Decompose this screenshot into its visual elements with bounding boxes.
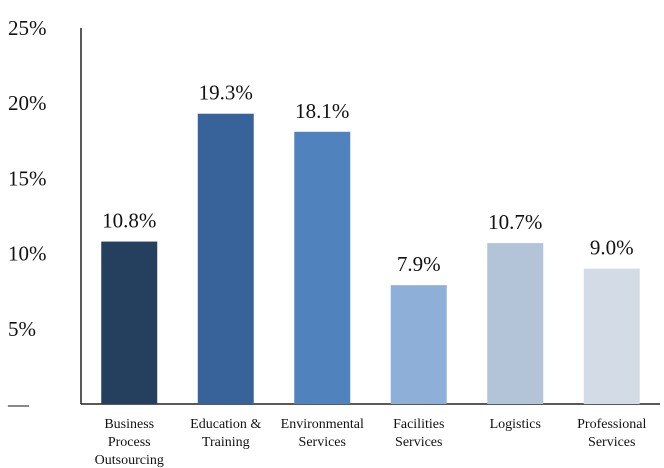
bars	[101, 113, 640, 404]
category-label-line: Process	[108, 435, 151, 450]
data-label: 7.9%	[397, 252, 441, 276]
category-label: Education & Training	[190, 417, 261, 450]
data-label: 19.3%	[199, 81, 253, 105]
y-tick-label: —	[7, 392, 30, 416]
y-tick-label: 20%	[8, 91, 47, 115]
bar	[487, 243, 544, 404]
category-label-line: Services	[395, 435, 442, 450]
category-label: Professional Services	[577, 417, 646, 450]
y-tick-labels: — 5% 10% 15% 20% 25%	[7, 16, 47, 416]
category-label-line: Education &	[190, 417, 261, 432]
category-label-line: Services	[588, 435, 635, 450]
category-labels: Business Process Outsourcing Education & Tra…	[95, 417, 647, 468]
category-label: Logistics	[490, 417, 541, 432]
category-label-line: Logistics	[490, 417, 541, 432]
category-label-line: Services	[299, 435, 346, 450]
category-label-line: Business	[104, 417, 154, 432]
data-label: 9.0%	[590, 236, 634, 260]
bar	[390, 285, 447, 404]
bar	[294, 131, 351, 404]
category-label-line: Professional	[577, 417, 646, 432]
data-label: 18.1%	[295, 99, 349, 123]
data-labels: 10.8% 19.3% 18.1% 7.9% 10.7% 9.0%	[102, 81, 634, 276]
data-label: 10.7%	[488, 210, 542, 234]
bar	[197, 113, 254, 404]
bar	[101, 241, 158, 404]
category-label-line: Training	[202, 435, 250, 450]
y-tick-label: 5%	[8, 317, 36, 341]
category-label-line: Environmental	[281, 417, 364, 432]
y-tick-label: 10%	[8, 242, 47, 266]
category-label: Facilities Services	[393, 417, 444, 450]
data-label: 10.8%	[102, 209, 156, 233]
y-tick-label: 15%	[8, 166, 47, 190]
category-label: Business Process Outsourcing	[95, 417, 164, 468]
category-label: Environmental Services	[281, 417, 364, 450]
bar	[583, 268, 640, 404]
category-label-line: Facilities	[393, 417, 444, 432]
category-label-line: Outsourcing	[95, 453, 164, 468]
y-tick-label: 25%	[8, 16, 47, 40]
